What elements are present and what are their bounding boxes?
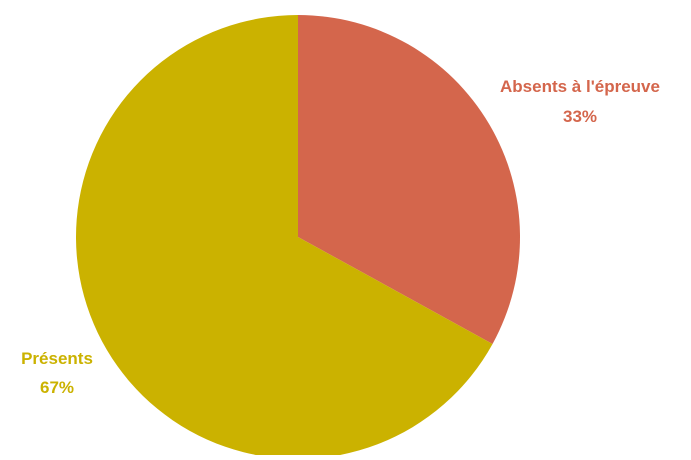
pie-slice-presents <box>76 15 493 460</box>
pie-data-labels: Absents à l'épreuve 33% Présents 67% <box>21 77 660 397</box>
pie-slice-absents <box>298 15 521 344</box>
slice-label-absents: Absents à l'épreuve <box>500 77 660 96</box>
pie-slices <box>76 15 521 460</box>
slice-value-presents: 67% <box>40 378 74 397</box>
slice-label-presents: Présents <box>21 349 93 368</box>
slice-value-absents: 33% <box>563 107 597 126</box>
